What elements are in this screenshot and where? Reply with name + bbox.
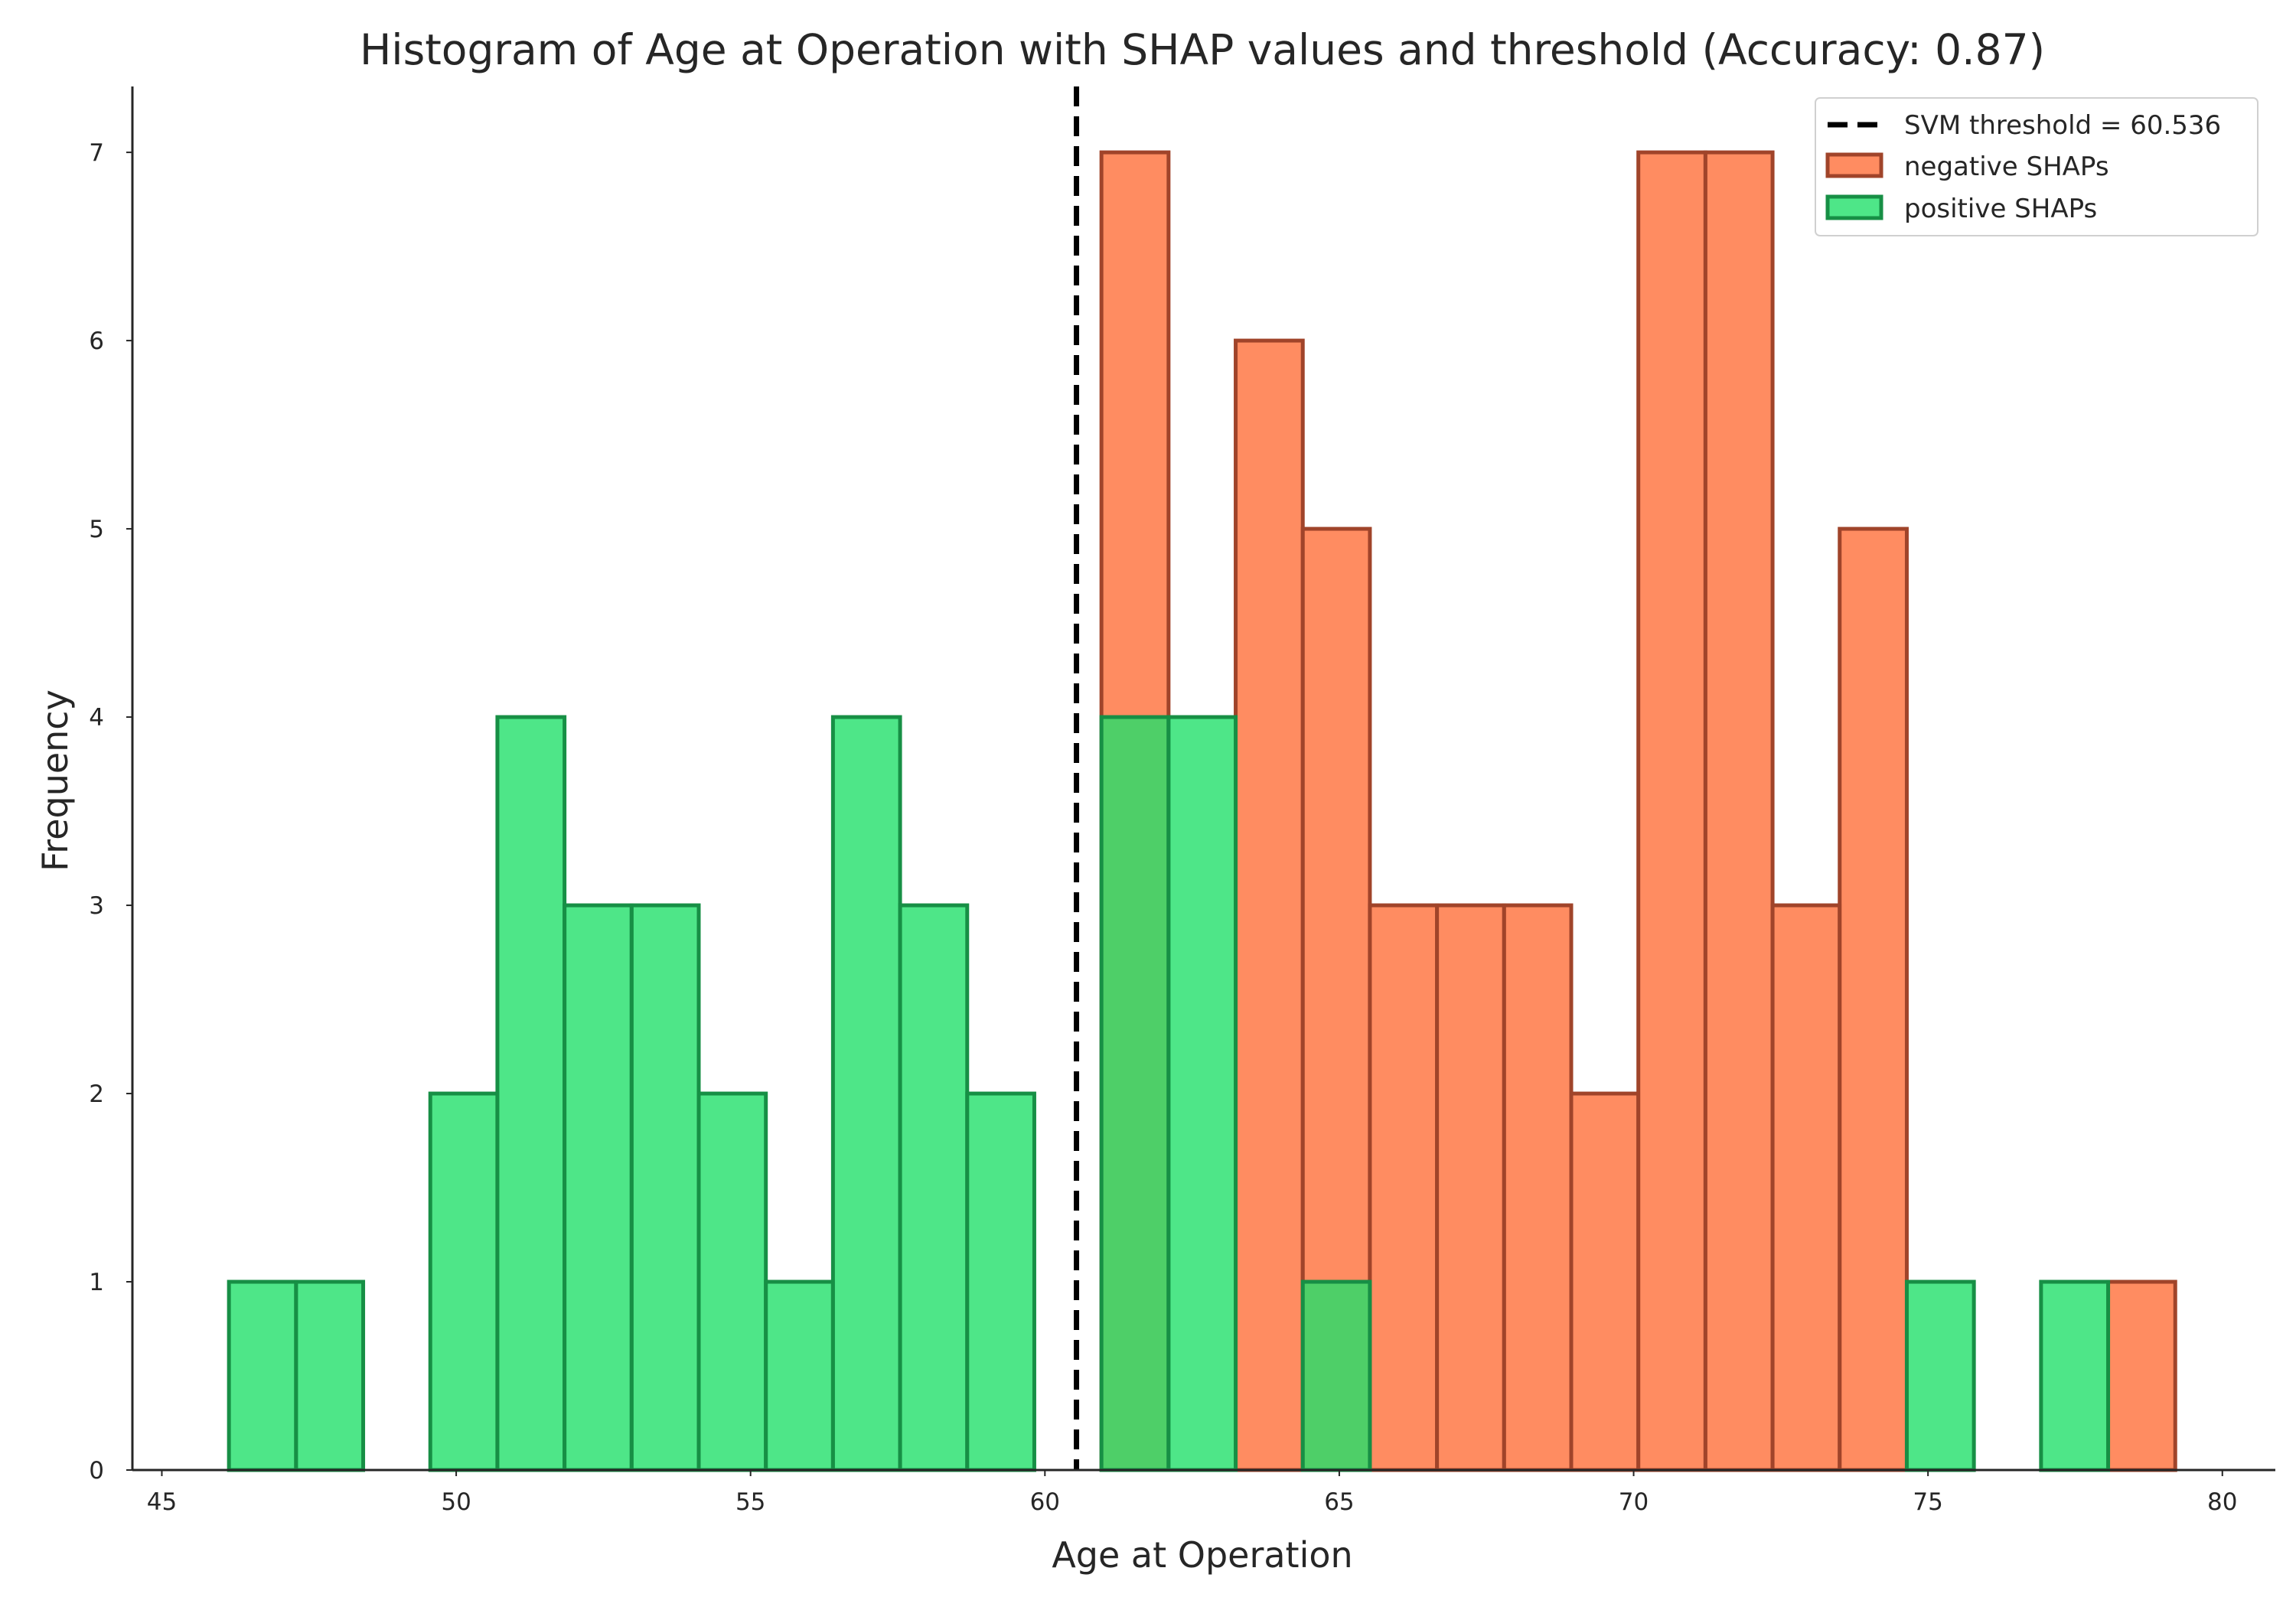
positive-shap-bar [1099, 715, 1171, 1472]
y-axis-title: Frequency [34, 689, 76, 872]
legend-negative-swatch [1825, 152, 1883, 178]
legend-positive-label: positive SHAPs [1904, 194, 2097, 224]
negative-shap-bar [1502, 903, 1574, 1472]
y-tick-label: 5 [89, 516, 104, 543]
positive-shap-bar [1166, 715, 1238, 1472]
legend-positive-swatch [1825, 194, 1883, 220]
x-axis-title: Age at Operation [1052, 1534, 1352, 1576]
positive-shap-bar [696, 1091, 768, 1472]
x-tick-label: 50 [441, 1488, 471, 1516]
x-tick-label: 60 [1030, 1488, 1060, 1516]
x-tick-label: 65 [1324, 1488, 1354, 1516]
positive-shap-bar [495, 715, 567, 1472]
positive-shap-bar [428, 1091, 500, 1472]
y-tick-label: 0 [89, 1457, 104, 1485]
positive-shap-bar [563, 903, 634, 1472]
y-tick-label: 2 [89, 1081, 104, 1108]
x-tick-label: 45 [147, 1488, 177, 1516]
legend-negative-label: negative SHAPs [1904, 152, 2109, 182]
negative-shap-bar [1703, 150, 1775, 1472]
positive-shap-bar [1300, 1279, 1372, 1472]
negative-shap-bar [1770, 903, 1842, 1472]
x-tick-labels: 45 50 55 60 65 70 75 80 [147, 1470, 2237, 1516]
positive-shap-bar [1904, 1279, 1976, 1472]
x-tick-label: 80 [2207, 1488, 2237, 1516]
positive-shap-bar [629, 903, 701, 1472]
x-tick-label: 75 [1913, 1488, 1942, 1516]
y-tick-label: 6 [89, 328, 104, 355]
positive-shap-bar [898, 903, 970, 1472]
chart-title: Histogram of Age at Operation with SHAP … [360, 25, 2045, 74]
positive-shap-bar [2039, 1279, 2111, 1472]
positive-shap-bar [965, 1091, 1036, 1472]
negative-shap-bar [1368, 903, 1440, 1472]
negative-shap-bar [2106, 1279, 2177, 1472]
y-tick-label: 1 [89, 1269, 104, 1296]
y-tick-labels: 0 1 2 3 4 5 6 7 [89, 139, 132, 1485]
legend-box [1815, 97, 2258, 236]
y-tick-label: 4 [89, 704, 104, 732]
x-tick-label: 70 [1619, 1488, 1649, 1516]
positive-shap-bar [227, 1279, 298, 1472]
y-tick-label: 7 [89, 139, 104, 167]
positive-shap-bars [227, 715, 2111, 1472]
legend: SVM threshold = 60.536 negative SHAPs po… [1815, 97, 2258, 236]
negative-shap-bar [1838, 526, 1909, 1472]
negative-shap-bars [1099, 150, 2177, 1472]
x-tick-label: 55 [735, 1488, 765, 1516]
positive-shap-bar [830, 715, 902, 1472]
negative-shap-bar [1636, 150, 1707, 1472]
legend-threshold-label: SVM threshold = 60.536 [1904, 110, 2221, 141]
negative-shap-bar [1435, 903, 1506, 1472]
positive-shap-bar [294, 1279, 366, 1472]
negative-shap-bar [1569, 1091, 1641, 1472]
negative-shap-bar [1234, 338, 1305, 1472]
y-tick-label: 3 [89, 892, 104, 920]
positive-shap-bar [764, 1279, 835, 1472]
